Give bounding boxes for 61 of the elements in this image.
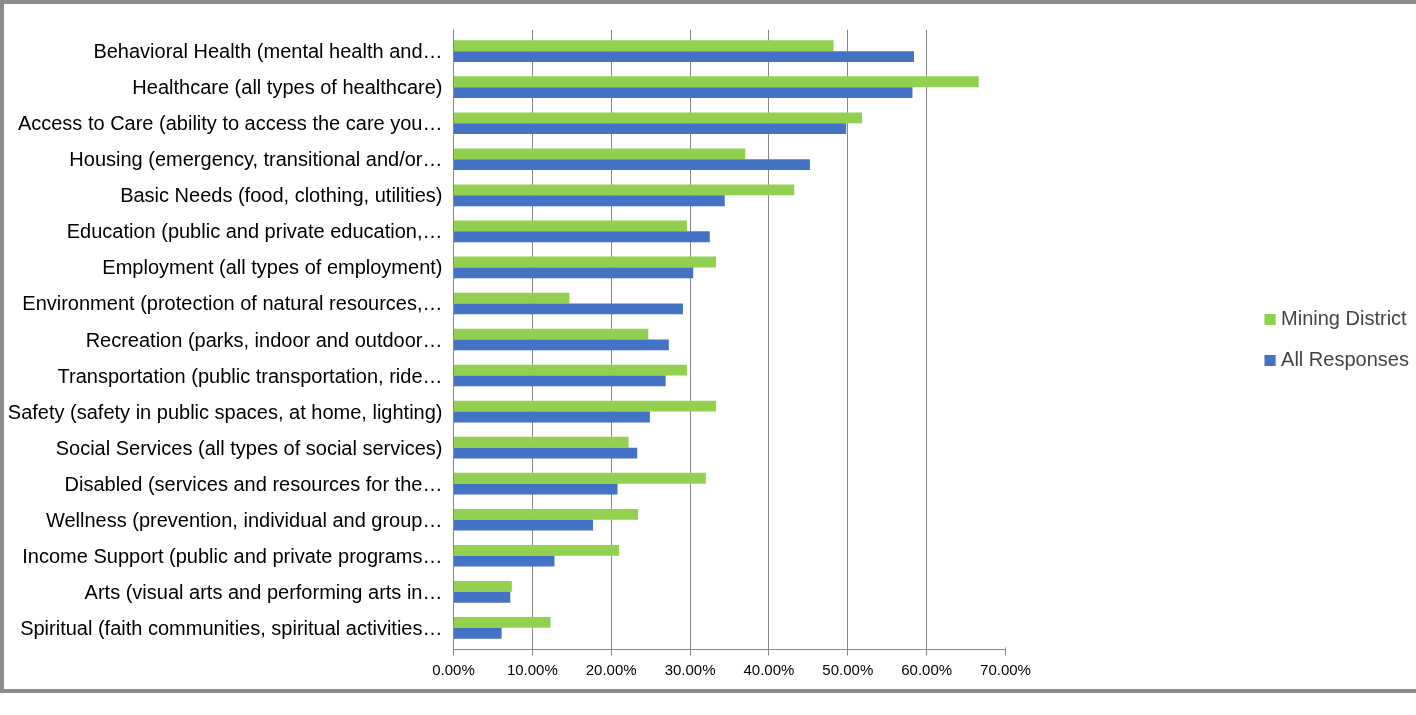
bar [453, 581, 512, 592]
y-tick-label: Employment (all types of employment) [102, 256, 443, 279]
bar [453, 195, 725, 207]
bar [453, 544, 620, 556]
bar [453, 267, 694, 279]
bar [453, 436, 629, 448]
bar [453, 375, 666, 387]
y-tick-label: Arts (visual arts and performing arts in… [84, 580, 443, 603]
x-tick-label: 10.00% [506, 660, 558, 678]
x-tick-label: 50.00% [822, 660, 874, 678]
bar [453, 339, 669, 351]
x-tick-label: 60.00% [901, 660, 953, 678]
bar [453, 508, 639, 520]
y-tick-label: Education (public and private education,… [66, 220, 443, 243]
bar [453, 51, 915, 62]
x-tick-label: 20.00% [585, 660, 637, 678]
bar [453, 627, 502, 639]
bar [453, 184, 795, 196]
x-tick-label: 40.00% [743, 660, 795, 678]
bar [453, 447, 638, 459]
bar [453, 292, 570, 304]
bar [453, 231, 710, 243]
bar [453, 591, 511, 603]
bar [453, 87, 913, 98]
bar [453, 555, 555, 567]
bar [453, 303, 683, 315]
y-tick-label: Income Support (public and private programs… [22, 544, 443, 567]
y-tick-label: Spiritual (faith communities, spiritual activities… [20, 616, 443, 639]
bar [453, 411, 650, 423]
y-tick-label: Access to Care (ability to access the care you… [17, 112, 443, 135]
bar [453, 76, 979, 88]
y-tick-label: Housing (emergency, transitional and/or… [69, 148, 443, 171]
y-tick-label: Environment (protection of natural resources,… [22, 292, 443, 315]
y-tick-label: Healthcare (all types of healthcare) [132, 76, 443, 99]
legend-label: All Responses [1281, 348, 1409, 371]
bar [453, 617, 551, 628]
y-tick-label: Recreation (parks, indoor and outdoor… [85, 328, 443, 351]
bar [453, 328, 649, 340]
bar [453, 159, 810, 171]
y-tick-label: Disabled (services and resources for the… [64, 472, 443, 495]
bar [453, 220, 687, 232]
x-tick-label: 70.00% [980, 660, 1031, 678]
bar [453, 364, 687, 376]
x-tick-label: 30.00% [664, 660, 716, 678]
bar [453, 256, 717, 268]
bar [453, 400, 717, 412]
x-tick-label: 0.00% [432, 660, 475, 678]
y-tick-label: Basic Needs (food, clothing, utilities) [120, 184, 443, 207]
y-tick-label: Wellness (prevention, individual and group… [45, 508, 443, 531]
bar [453, 519, 594, 531]
bar [453, 40, 834, 52]
y-tick-label: Transportation (public transportation, ride… [57, 364, 443, 387]
legend-label: Mining District [1281, 307, 1407, 330]
bar [453, 472, 706, 484]
bar [453, 483, 618, 495]
bar [453, 148, 746, 160]
bar [453, 112, 862, 124]
y-tick-label: Safety (safety in public spaces, at home, lighting) [7, 400, 443, 423]
y-tick-label: Social Services (all types of social services) [55, 436, 443, 459]
bar [453, 123, 847, 135]
y-tick-label: Behavioral Health (mental health and… [93, 40, 443, 63]
